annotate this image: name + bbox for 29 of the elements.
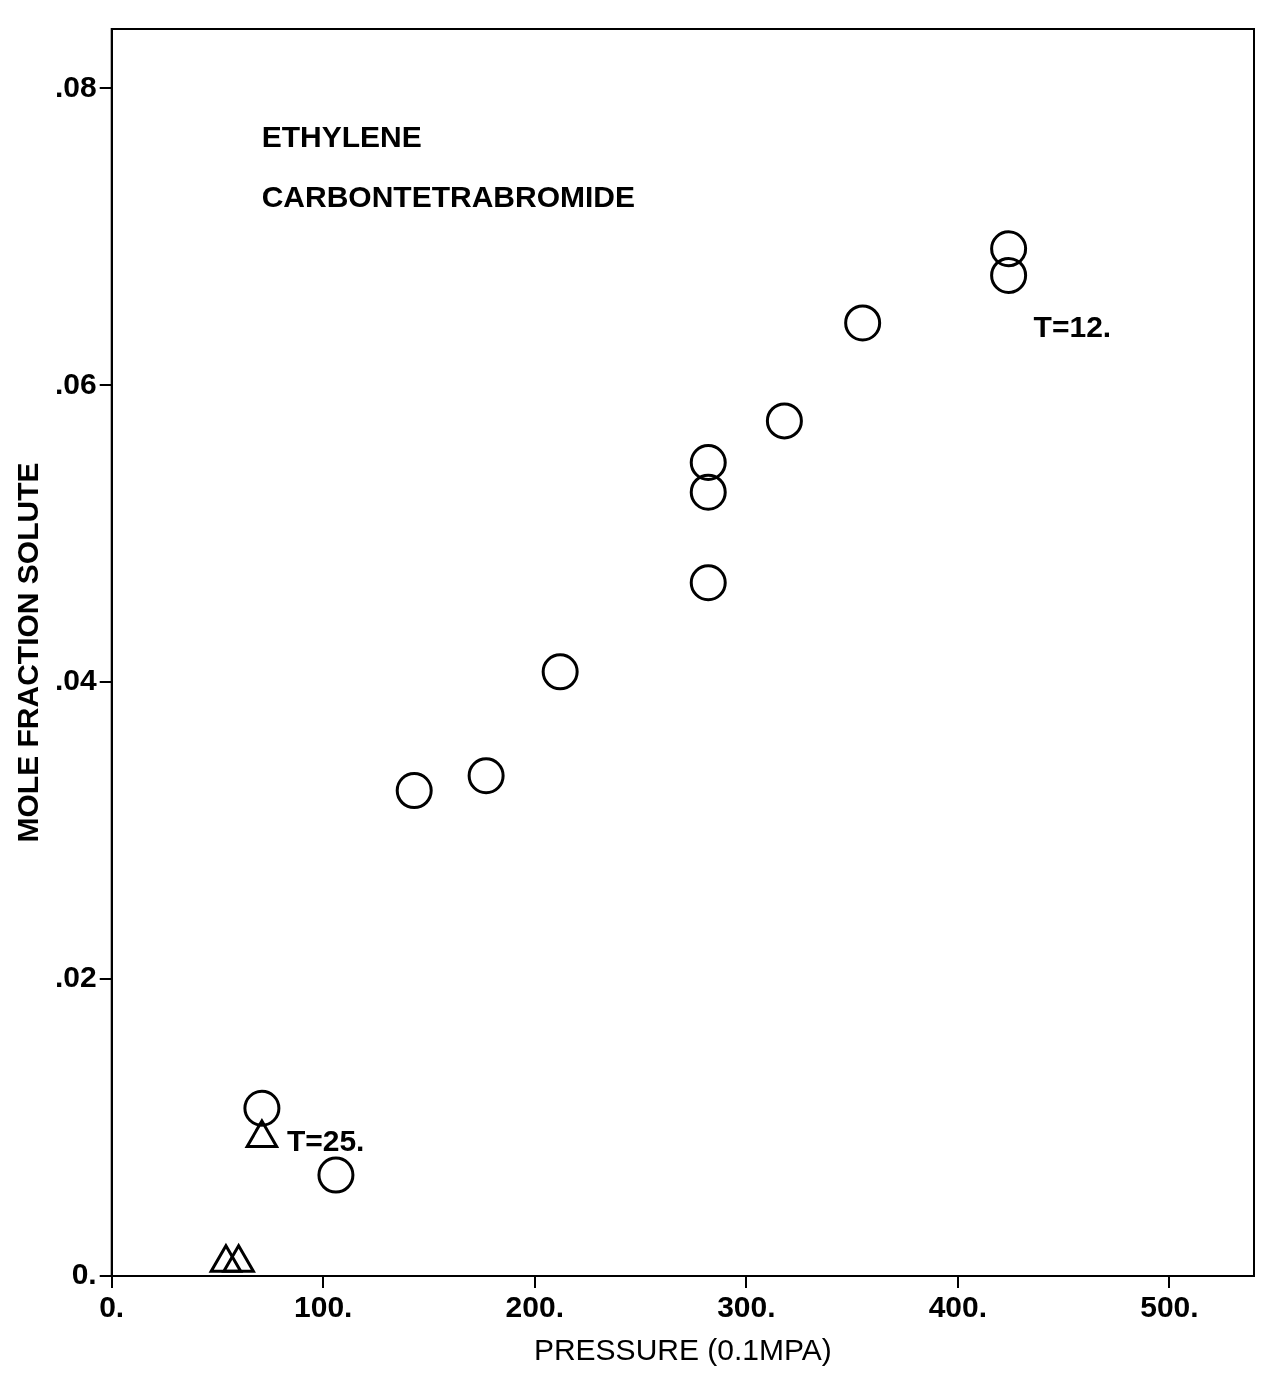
annotation: CARBONTETRABROMIDE (261, 180, 636, 214)
point (243, 1089, 281, 1127)
series-label: T=12. (1033, 309, 1112, 343)
x-axis-title: PRESSURE (0.1MPA) (533, 1333, 832, 1367)
x-tick-label: 400. (928, 1290, 988, 1324)
x-tick-label: 500. (1140, 1290, 1199, 1324)
y-tick-label: .06 (54, 366, 97, 400)
point (689, 564, 727, 602)
point (844, 304, 882, 342)
series-label: T=25. (286, 1124, 365, 1158)
y-tick-label: .04 (54, 663, 97, 697)
point (765, 402, 803, 440)
point (541, 653, 579, 691)
point (990, 256, 1028, 294)
point (395, 772, 433, 810)
point (317, 1156, 355, 1194)
point (990, 230, 1028, 268)
x-tick-label: 0. (99, 1290, 125, 1324)
x-tick-label: 200. (505, 1290, 564, 1324)
x-tick-label: 100. (294, 1290, 353, 1324)
point (467, 757, 505, 795)
y-tick-label: 0. (71, 1257, 97, 1291)
point (689, 473, 727, 511)
y-tick-label: .08 (54, 69, 97, 103)
point (689, 443, 727, 481)
annotation: ETHYLENE (261, 120, 422, 154)
y-tick-label: .02 (54, 960, 97, 994)
x-tick-label: 300. (717, 1290, 776, 1324)
y-axis-title: MOLE FRACTION SOLUTE (11, 462, 45, 843)
